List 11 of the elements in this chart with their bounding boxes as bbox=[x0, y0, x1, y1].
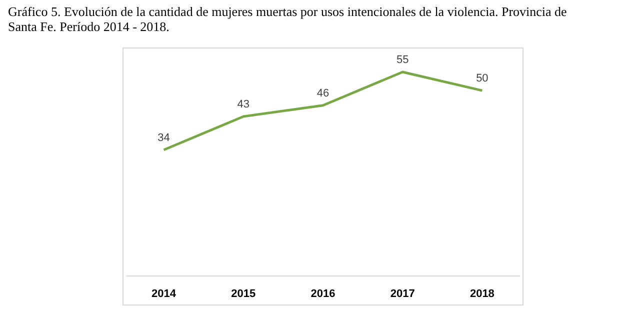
x-tick-label: 2015 bbox=[231, 288, 256, 300]
data-label: 34 bbox=[158, 132, 170, 144]
x-tick-label: 2018 bbox=[470, 288, 494, 300]
x-tick-label: 2016 bbox=[310, 288, 336, 300]
data-label: 55 bbox=[396, 54, 409, 66]
x-tick-label: 2014 bbox=[152, 288, 177, 300]
x-tick-label: 2017 bbox=[390, 288, 415, 300]
data-label: 46 bbox=[316, 87, 330, 100]
data-label: 43 bbox=[237, 98, 250, 111]
data-label: 50 bbox=[476, 72, 488, 85]
chart-title: Gráfico 5. Evolución de la cantidad de mujeres muertas por usos intencionales de la violencia. Provincia de Santa Fe. Período 2014 - 2018. bbox=[8, 4, 568, 34]
